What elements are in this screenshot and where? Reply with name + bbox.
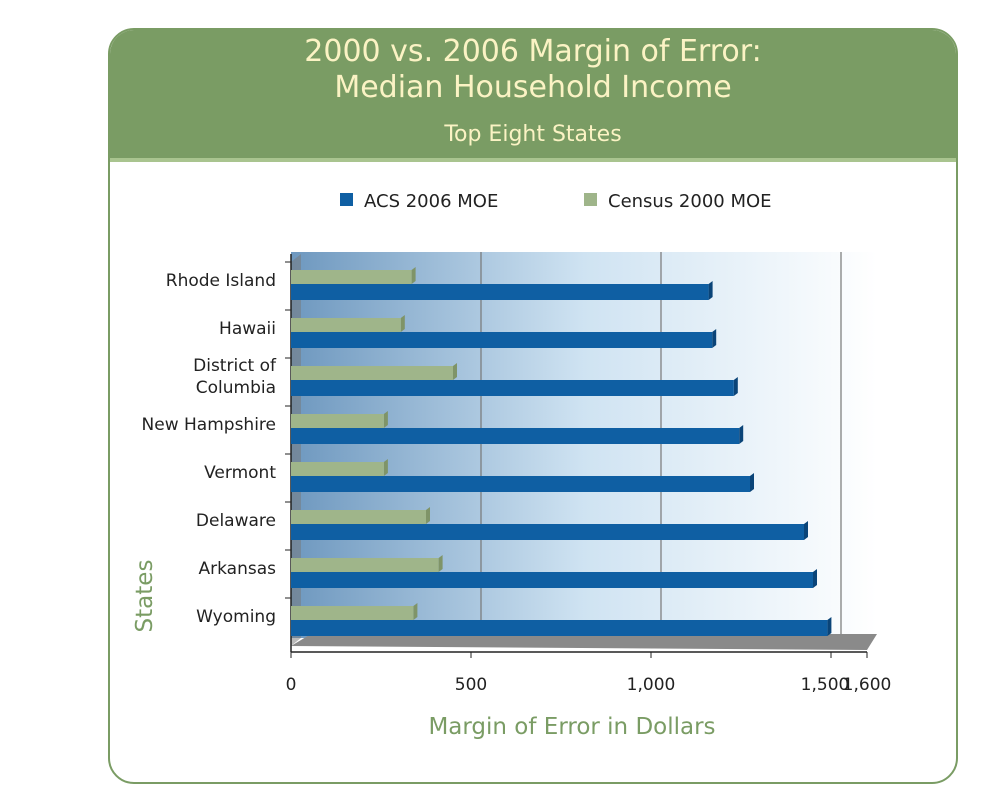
x-tick-label: 1,000 bbox=[627, 675, 676, 695]
legend-swatch bbox=[340, 193, 353, 206]
chart-subtitle: Top Eight States bbox=[444, 122, 622, 147]
chart-title: 2000 vs. 2006 Margin of Error: Median Ho… bbox=[110, 34, 956, 106]
y-tick-label: District of bbox=[193, 356, 277, 376]
census-bar-cap bbox=[383, 411, 388, 428]
y-tick-label: Wyoming bbox=[196, 607, 276, 627]
y-tick-label: Vermont bbox=[204, 463, 276, 483]
census-bar bbox=[291, 318, 401, 332]
x-tick-label: 500 bbox=[455, 675, 487, 695]
title-line-1: 2000 vs. 2006 Margin of Error: bbox=[304, 34, 762, 69]
acs-bar bbox=[291, 572, 813, 588]
acs-bar bbox=[291, 428, 740, 444]
x-axis-title: Margin of Error in Dollars bbox=[428, 714, 715, 740]
x-tick-label: 1,600 bbox=[843, 675, 892, 695]
legend-swatch bbox=[584, 193, 597, 206]
census-bar bbox=[291, 510, 426, 524]
acs-bar bbox=[291, 332, 713, 348]
y-tick-label: Hawaii bbox=[219, 319, 276, 339]
census-bar bbox=[291, 366, 453, 380]
acs-bar bbox=[291, 524, 804, 540]
acs-bar bbox=[291, 284, 709, 300]
acs-bar bbox=[291, 380, 734, 396]
y-tick-label: Columbia bbox=[196, 378, 276, 398]
acs-bar-cap bbox=[733, 377, 738, 396]
census-bar bbox=[291, 462, 384, 476]
acs-bar-cap bbox=[813, 569, 817, 588]
census-bar-cap bbox=[413, 603, 418, 620]
census-bar-cap bbox=[400, 315, 405, 332]
acs-bar-cap bbox=[827, 617, 832, 636]
census-bar bbox=[291, 558, 439, 572]
census-bar-cap bbox=[453, 363, 457, 380]
y-tick-label: Arkansas bbox=[199, 559, 277, 579]
census-bar bbox=[291, 270, 412, 284]
legend-label: ACS 2006 MOE bbox=[364, 191, 498, 212]
census-bar-cap bbox=[438, 555, 443, 572]
y-tick-label: Delaware bbox=[196, 511, 276, 531]
y-tick-label: New Hampshire bbox=[142, 415, 276, 435]
chart-header: 2000 vs. 2006 Margin of Error: Median Ho… bbox=[110, 30, 956, 162]
acs-bar-cap bbox=[708, 281, 713, 300]
x-tick-label: 1,500 bbox=[801, 675, 850, 695]
census-bar bbox=[291, 414, 384, 428]
legend-label: Census 2000 MOE bbox=[608, 191, 772, 212]
acs-bar bbox=[291, 476, 750, 492]
acs-bar-cap bbox=[804, 521, 808, 540]
acs-bar-cap bbox=[712, 329, 717, 348]
plot-side-wall bbox=[291, 254, 301, 646]
plot-floor bbox=[291, 634, 877, 650]
census-bar bbox=[291, 606, 414, 620]
acs-bar-cap bbox=[750, 473, 754, 492]
acs-bar bbox=[291, 620, 828, 636]
acs-bar-cap bbox=[739, 425, 744, 444]
census-bar-cap bbox=[383, 459, 388, 476]
census-bar-cap bbox=[411, 267, 416, 284]
y-tick-label: Rhode Island bbox=[166, 271, 276, 291]
census-bar-cap bbox=[426, 507, 430, 524]
y-axis-title: States bbox=[132, 560, 158, 633]
x-tick-label: 0 bbox=[286, 675, 297, 695]
title-line-2: Median Household Income bbox=[334, 70, 732, 105]
